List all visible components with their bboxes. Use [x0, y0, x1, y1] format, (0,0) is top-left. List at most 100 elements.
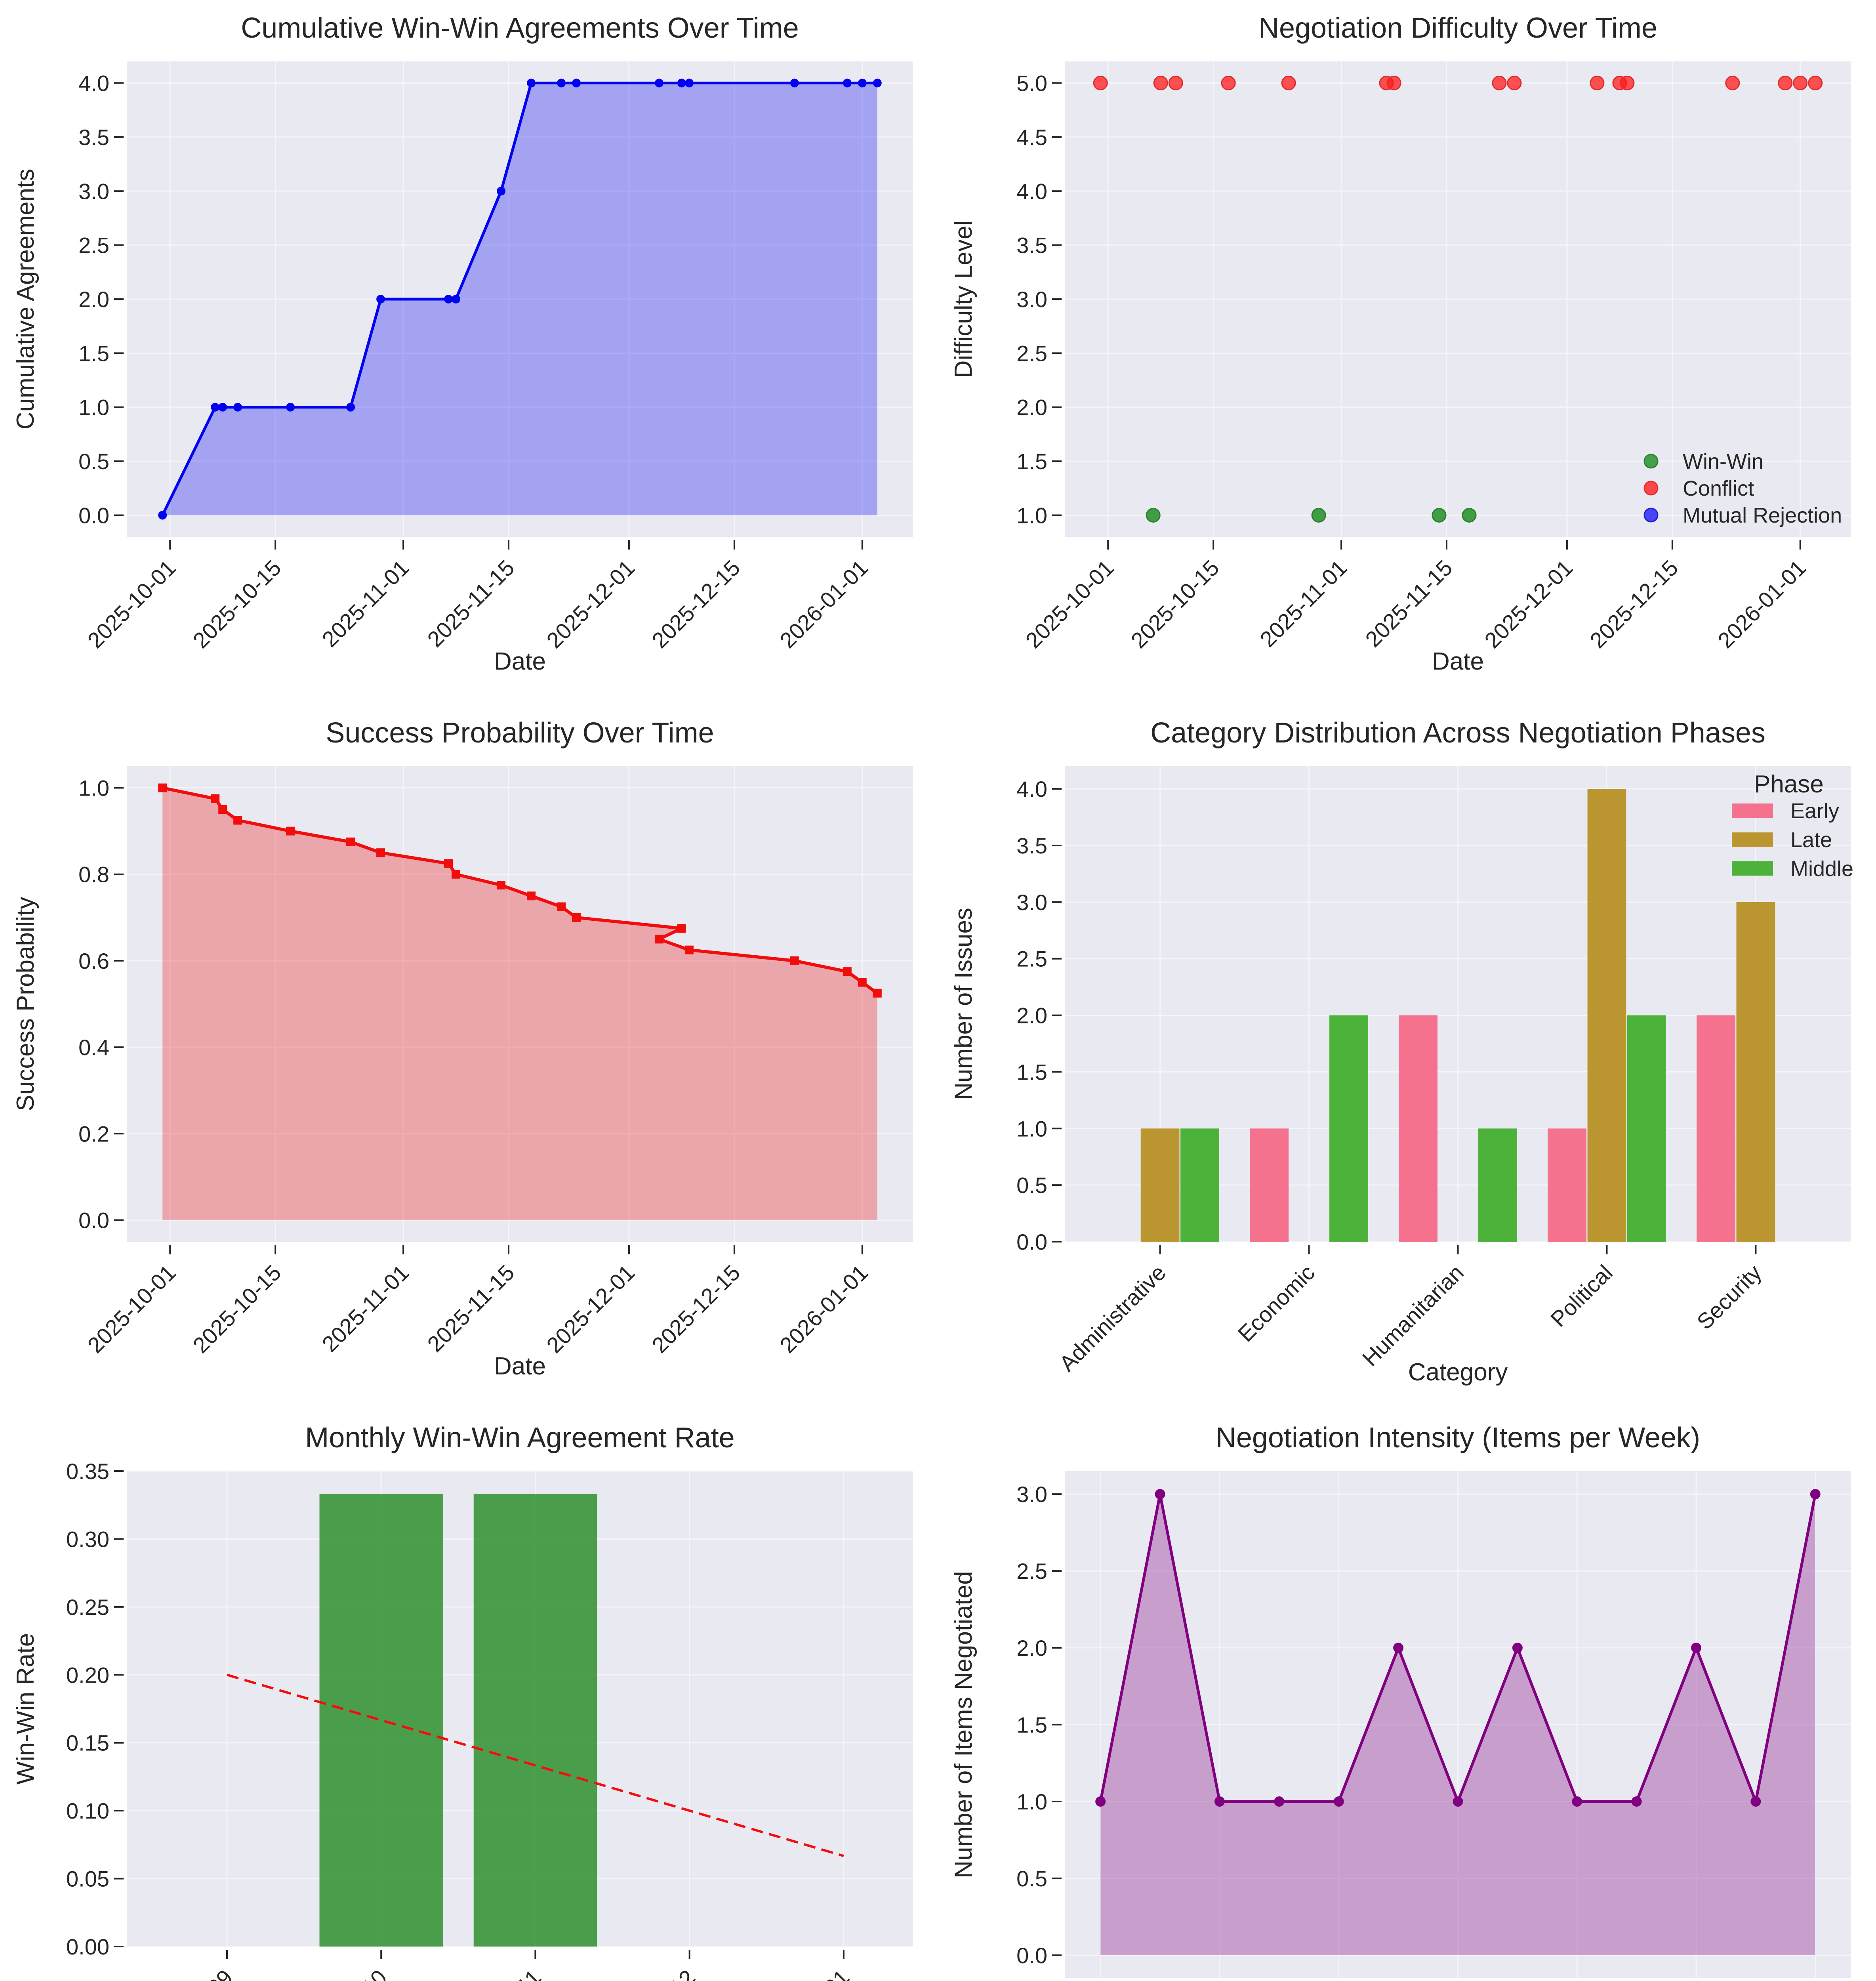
- category-distribution-ytick-label: 3.0: [1016, 890, 1047, 915]
- negotiation-intensity-ytick-label: 3.0: [1016, 1482, 1047, 1507]
- cumulative-agreements-xtick-label: 2025-12-15: [647, 555, 745, 653]
- success-probability-xtick-label: 2025-10-01: [83, 1260, 181, 1358]
- category-distribution-title: Category Distribution Across Negotiation…: [1150, 717, 1765, 749]
- success-probability-ytick-label: 0.0: [78, 1208, 109, 1233]
- negotiation-difficulty-chart: 2025-10-01 2025-10-15 2025-11-01 2025-11-15…: [950, 12, 1851, 675]
- success-probability-xtick-label: 2025-10-15: [188, 1260, 286, 1358]
- negotiation-difficulty-grid: [1065, 61, 1851, 537]
- monthly-winwin-rate-trend-line: [227, 1674, 844, 1857]
- negotiation-difficulty-legend-label: Win-Win: [1683, 450, 1764, 473]
- success-probability-plot-area: [127, 766, 913, 1242]
- category-distribution-ytick-label: 0.0: [1016, 1229, 1047, 1254]
- monthly-winwin-rate-ytick-label: 0.25: [66, 1595, 109, 1620]
- cumulative-agreements-ytick-label: 0.5: [78, 449, 109, 474]
- cumulative-agreements-grid: [127, 61, 913, 537]
- category-distribution-bars-Middle: [1180, 1015, 1666, 1242]
- success-probability-area-fill: [162, 788, 877, 1220]
- monthly-winwin-rate-ytick-label: 0.00: [66, 1934, 109, 1959]
- negotiation-intensity-area-fill: [1100, 1494, 1815, 1955]
- negotiation-difficulty-ytick-label: 5.0: [1016, 71, 1047, 96]
- success-probability-ytick-label: 1.0: [78, 776, 109, 801]
- category-distribution-ytick-label: 4.0: [1016, 777, 1047, 802]
- negotiation-difficulty-legend: Win-Win Conflict Mutual Rejection: [1643, 450, 1842, 527]
- category-distribution-xlabel: Category: [1408, 1359, 1508, 1386]
- cumulative-agreements-ytick-label: 3.5: [78, 125, 109, 150]
- negotiation-difficulty-xlabel: Date: [1432, 648, 1484, 675]
- category-distribution-ytick-label: 3.5: [1016, 833, 1047, 858]
- cumulative-agreements-markers: [158, 78, 882, 520]
- monthly-winwin-rate-ytick-label: 0.35: [66, 1459, 109, 1484]
- monthly-winwin-rate-ytick-label: 0.20: [66, 1662, 109, 1687]
- cumulative-agreements-ytick-label: 1.0: [78, 395, 109, 420]
- cumulative-agreements-ytick-label: 2.5: [78, 233, 109, 258]
- negotiation-difficulty-legend-swatch-Win-Win: [1643, 454, 1659, 469]
- monthly-winwin-rate-xtick-label: 2025-12: [625, 1965, 700, 1981]
- success-probability-ytick-label: 0.6: [78, 949, 109, 973]
- negotiation-intensity-ytick-label: 2.5: [1016, 1559, 1047, 1584]
- cumulative-agreements-xtick-label: 2025-10-15: [188, 555, 286, 653]
- negotiation-difficulty-points-conflict: [1093, 76, 1823, 91]
- cumulative-agreements-ytick-label: 0.0: [78, 503, 109, 528]
- category-distribution-bars-Early: [1250, 1015, 1735, 1242]
- cumulative-agreements-ytick-label: 1.5: [78, 341, 109, 366]
- success-probability-markers: [158, 783, 882, 998]
- negotiation-difficulty-legend-swatch-Mutual Rejection: [1643, 508, 1659, 523]
- cumulative-agreements-line: [161, 82, 879, 517]
- negotiation-difficulty-xtick-label: 2025-11-01: [1255, 555, 1352, 652]
- negotiation-difficulty-xtick-label: 2025-10-01: [1021, 555, 1119, 653]
- category-distribution-legend-swatch-Middle: [1732, 861, 1773, 876]
- category-distribution-xtick-label: Political: [1546, 1260, 1617, 1332]
- category-distribution-xtick-label: Security: [1692, 1260, 1766, 1334]
- success-probability-title: Success Probability Over Time: [326, 717, 714, 749]
- negotiation-difficulty-ytick-label: 2.5: [1016, 341, 1047, 366]
- monthly-winwin-rate-xtick-label: 2025-09: [162, 1965, 238, 1981]
- negotiation-difficulty-ytick-label: 4.5: [1016, 125, 1047, 150]
- monthly-winwin-rate-ytick-label: 0.05: [66, 1866, 109, 1891]
- category-distribution-ytick-label: 1.0: [1016, 1116, 1047, 1141]
- negotiation-difficulty-title: Negotiation Difficulty Over Time: [1258, 12, 1657, 44]
- negotiation-intensity-grid: [1065, 1471, 1851, 1978]
- monthly-winwin-rate-chart: 2025-09 2025-10 2025-11 2025-12 2026-01 0.00 0…: [12, 1422, 913, 1981]
- monthly-winwin-rate-ylabel: Win-Win Rate: [12, 1633, 39, 1784]
- cumulative-agreements-xlabel: Date: [494, 648, 546, 675]
- monthly-winwin-rate-xtick-label: 2025-10: [316, 1965, 392, 1981]
- success-probability-grid: [127, 766, 913, 1242]
- success-probability-ylabel: Success Probability: [12, 897, 39, 1111]
- category-distribution-bars-Late: [1140, 789, 1775, 1242]
- cumulative-agreements-ytick-label: 3.0: [78, 179, 109, 204]
- success-probability-xtick-label: 2025-11-01: [317, 1260, 414, 1357]
- negotiation-difficulty-points-win-win: [1146, 508, 1477, 523]
- negotiation-difficulty-legend-label: Conflict: [1683, 477, 1754, 500]
- chart-cumulative-win-win-agreements: 2025-10-01 2025-10-15 2025-11-01 2025-11-15…: [0, 0, 938, 705]
- chart-negotiation-difficulty: 2025-10-01 2025-10-15 2025-11-01 2025-11-15…: [938, 0, 1876, 705]
- category-distribution-legend-label: Late: [1790, 828, 1832, 852]
- monthly-winwin-rate-ytick-label: 0.10: [66, 1798, 109, 1823]
- success-probability-xtick-label: 2025-12-01: [541, 1260, 639, 1358]
- monthly-winwin-rate-xtick-label: 2026-01: [779, 1965, 854, 1981]
- negotiation-difficulty-ytick-label: 3.0: [1016, 287, 1047, 312]
- category-distribution-xtick-label: Economic: [1233, 1260, 1319, 1346]
- negotiation-intensity-ytick-label: 2.0: [1016, 1636, 1047, 1660]
- success-probability-xtick-label: 2026-01-01: [775, 1260, 873, 1358]
- negotiation-intensity-ylabel: Number of Items Negotiated: [950, 1571, 977, 1878]
- cumulative-agreements-title: Cumulative Win-Win Agreements Over Time: [241, 12, 799, 44]
- success-probability-ytick-label: 0.4: [78, 1035, 109, 1060]
- cumulative-agreements-xtick-label: 2025-10-01: [83, 555, 181, 653]
- monthly-winwin-rate-ytick-label: 0.15: [66, 1731, 109, 1756]
- negotiation-intensity-ytick-label: 0.0: [1016, 1943, 1047, 1968]
- negotiation-intensity-title: Negotiation Intensity (Items per Week): [1216, 1422, 1700, 1454]
- success-probability-xtick-label: 2025-11-15: [422, 1260, 519, 1357]
- chart-category-distribution: Administrative Economic Humanitarian Politi…: [938, 705, 1876, 1410]
- negotiation-difficulty-ytick-label: 3.5: [1016, 233, 1047, 258]
- category-distribution-legend-swatch-Early: [1732, 803, 1773, 818]
- negotiation-intensity-ticks: 0246810120.00.51.01.52.02.53.0: [1016, 1482, 1062, 1968]
- cumulative-agreements-ylabel: Cumulative Agreements: [12, 169, 39, 429]
- category-distribution-ytick-label: 1.5: [1016, 1059, 1047, 1084]
- category-distribution-legend-title: Phase: [1754, 771, 1824, 798]
- category-distribution-legend-swatch-Late: [1732, 832, 1773, 847]
- category-distribution-legend-label: Early: [1790, 799, 1839, 823]
- cumulative-agreements-ytick-label: 2.0: [78, 287, 109, 312]
- category-distribution-ylabel: Number of Issues: [950, 908, 977, 1100]
- negotiation-difficulty-ytick-label: 1.5: [1016, 449, 1047, 474]
